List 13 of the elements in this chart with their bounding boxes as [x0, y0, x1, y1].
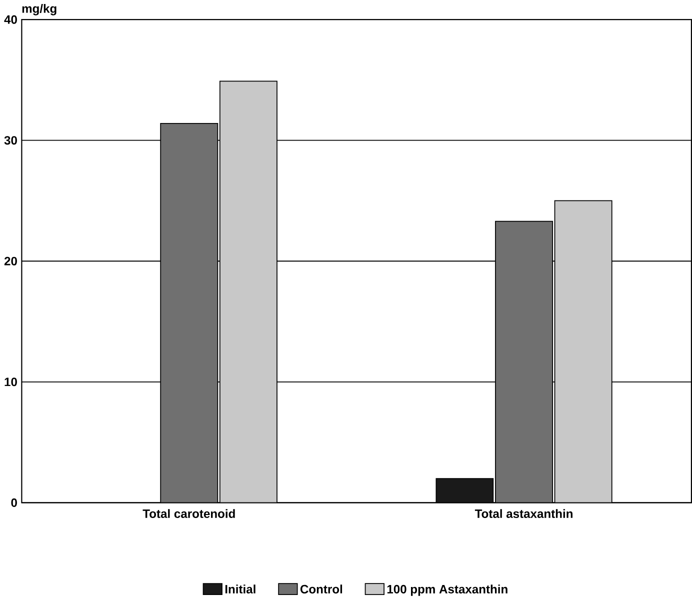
bar — [495, 221, 554, 503]
bar — [160, 123, 218, 503]
x-tick-label: Total astaxanthin — [474, 509, 572, 518]
y-tick-label: 10 — [4, 378, 17, 386]
y-axis-title: mg/kg — [22, 4, 56, 16]
legend-label: 100 ppm Astaxanthin — [387, 584, 508, 596]
x-tick-label: Total carotenoid — [142, 509, 235, 518]
legend-label: Initial — [225, 584, 256, 594]
y-tick-label: 20 — [4, 257, 17, 266]
y-tick-label: 30 — [4, 136, 17, 145]
y-tick-label: 40 — [4, 16, 17, 24]
y-tick-label: 0 — [11, 498, 17, 508]
legend-label: Control — [300, 584, 342, 594]
